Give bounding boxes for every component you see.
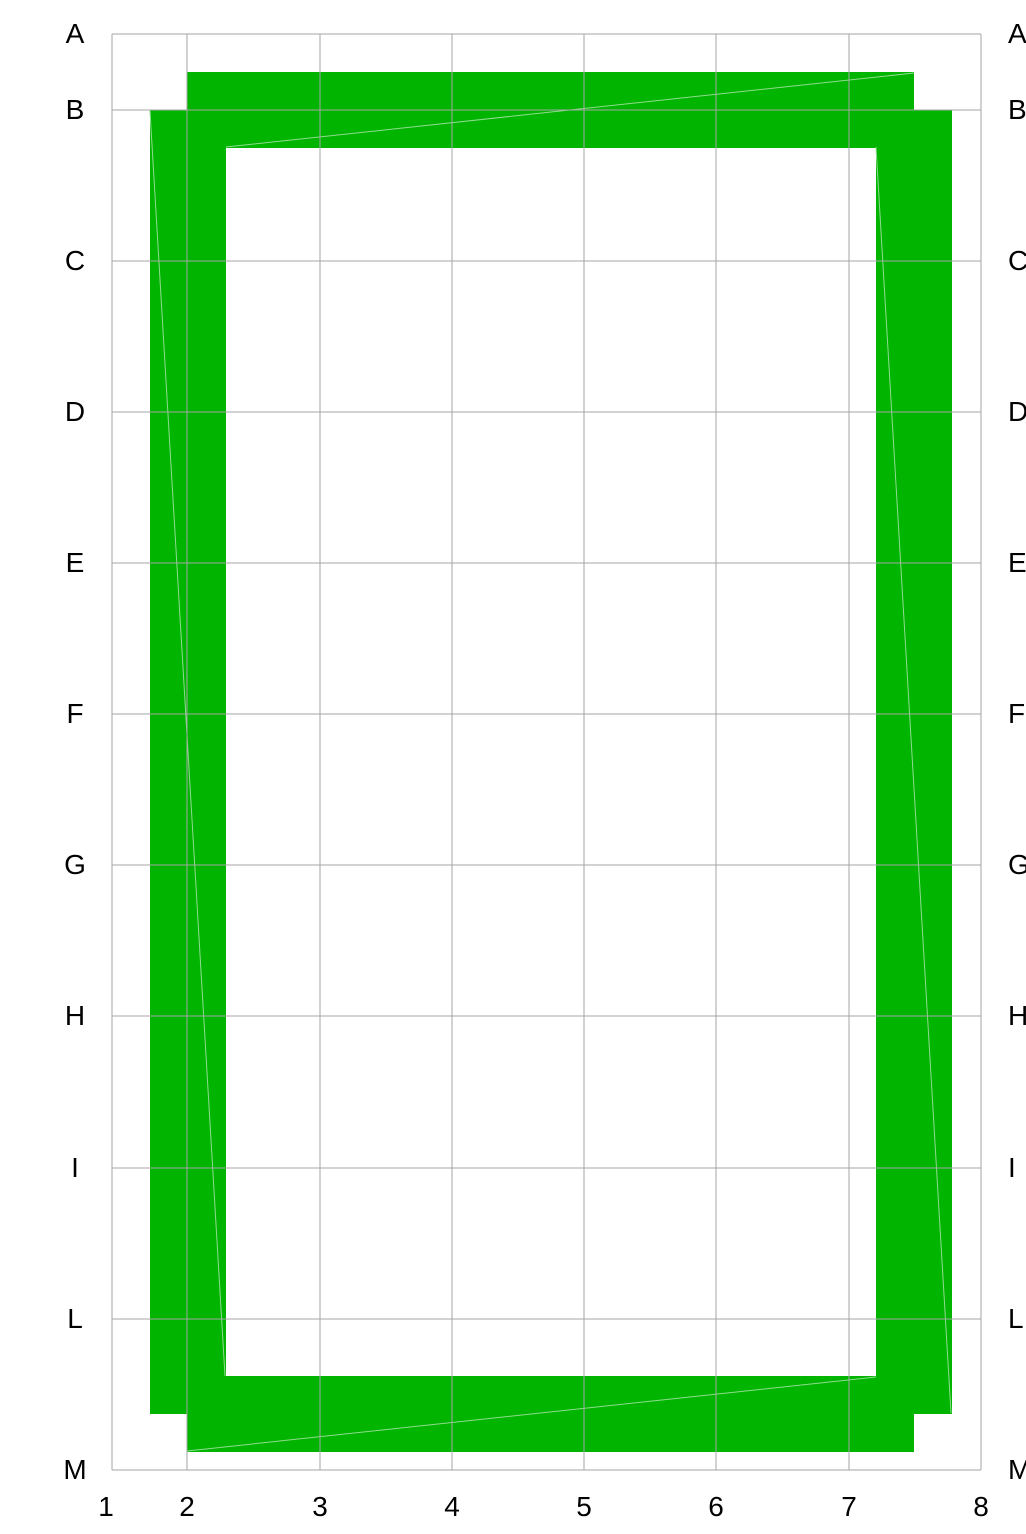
row-label-left-E: E bbox=[65, 547, 85, 578]
row-label-right-L: L bbox=[1008, 1303, 1024, 1334]
row-label-left-F: F bbox=[66, 698, 84, 729]
frame-right-band bbox=[876, 110, 952, 1414]
col-label-1: 1 bbox=[98, 1491, 114, 1522]
row-label-left-C: C bbox=[64, 245, 86, 276]
row-label-right-H: H bbox=[1008, 1000, 1026, 1031]
row-label-right-M: M bbox=[1008, 1454, 1026, 1485]
grid-lines bbox=[111, 33, 982, 1471]
col-label-8: 8 bbox=[973, 1491, 989, 1522]
row-label-left-G: G bbox=[64, 849, 86, 880]
row-label-left-A: A bbox=[65, 18, 85, 49]
row-label-left-B: B bbox=[65, 94, 85, 125]
row-label-left-H: H bbox=[64, 1000, 86, 1031]
col-label-5: 5 bbox=[576, 1491, 592, 1522]
row-label-right-C: C bbox=[1008, 245, 1026, 276]
frame-right-seam bbox=[875, 146, 952, 1414]
row-label-left-D: D bbox=[64, 396, 86, 427]
col-label-4: 4 bbox=[444, 1491, 460, 1522]
row-label-right-I: I bbox=[1008, 1152, 1016, 1183]
row-label-left-I: I bbox=[71, 1152, 79, 1183]
green-frame bbox=[149, 72, 952, 1452]
row-label-left-M: M bbox=[63, 1454, 87, 1485]
row-label-right-E: E bbox=[1008, 547, 1026, 578]
row-label-right-G: G bbox=[1008, 849, 1026, 880]
col-label-6: 6 bbox=[708, 1491, 724, 1522]
col-label-2: 2 bbox=[179, 1491, 195, 1522]
row-label-right-A: A bbox=[1008, 18, 1026, 49]
row-label-right-B: B bbox=[1008, 94, 1026, 125]
row-label-right-F: F bbox=[1008, 698, 1026, 729]
row-label-left-L: L bbox=[67, 1303, 83, 1334]
col-label-3: 3 bbox=[312, 1491, 328, 1522]
frame-bottom-seam bbox=[186, 1376, 877, 1452]
frame-bottom-band bbox=[187, 1376, 914, 1452]
col-label-7: 7 bbox=[841, 1491, 857, 1522]
row-label-right-D: D bbox=[1008, 396, 1026, 427]
